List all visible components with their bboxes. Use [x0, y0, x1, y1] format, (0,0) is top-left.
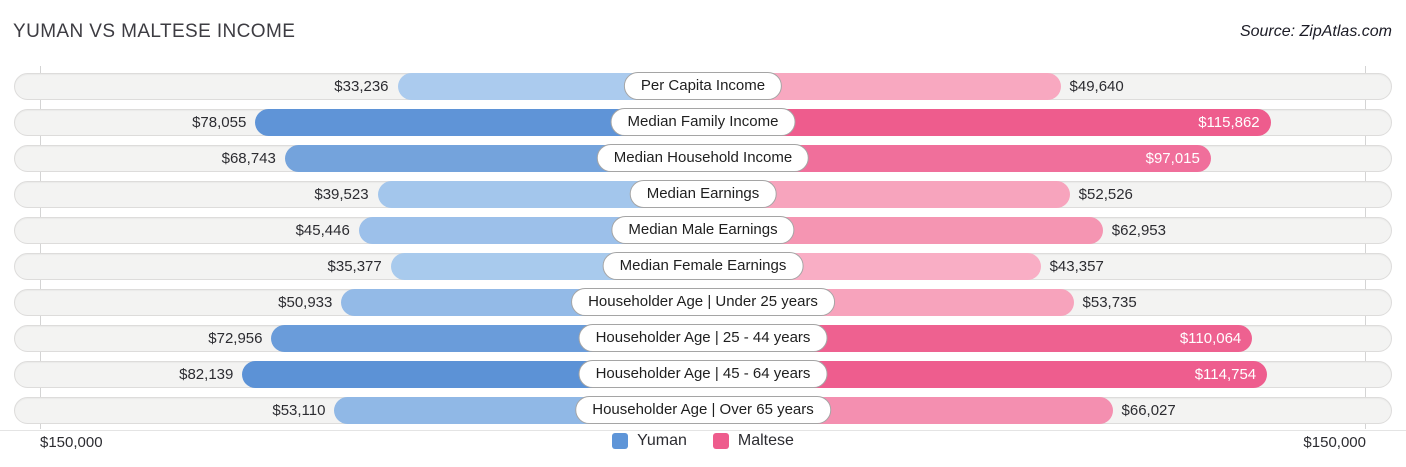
yuman-value-label: $72,956 — [208, 330, 263, 347]
category-label: Householder Age | Over 65 years — [575, 396, 831, 424]
category-label: Median Family Income — [610, 108, 796, 136]
maltese-bar[interactable] — [703, 109, 1271, 136]
maltese-value-label: $97,015 — [1145, 150, 1200, 167]
maltese-value-label: $115,862 — [1198, 114, 1260, 131]
source-credit: Source: ZipAtlas.com — [1239, 23, 1392, 40]
chart-row: $35,377 $43,357 Median Female Earnings — [14, 252, 1392, 280]
yuman-value-label: $68,743 — [221, 150, 276, 167]
right-axis-gridline — [1365, 66, 1366, 429]
yuman-value-label: $82,139 — [179, 366, 234, 383]
legend-item-maltese[interactable]: Maltese — [712, 432, 794, 450]
maltese-swatch-icon — [712, 433, 729, 449]
maltese-value-label: $49,640 — [1069, 78, 1124, 95]
category-label: Householder Age | 25 - 44 years — [578, 324, 828, 352]
axis-bottom-line — [0, 430, 1406, 431]
chart-row: $50,933 $53,735 Householder Age | Under 25… — [14, 288, 1392, 316]
chart-row: $45,446 $62,953 Median Male Earnings — [14, 216, 1392, 244]
legend: Yuman Maltese — [0, 432, 1406, 450]
yuman-value-label: $35,377 — [327, 258, 382, 275]
chart-row: $72,956 $110,064 Householder Age | 25 - 44… — [14, 324, 1392, 352]
yuman-value-label: $50,933 — [278, 294, 333, 311]
legend-label-yuman: Yuman — [637, 432, 687, 449]
chart-row: $78,055 $115,862 Median Family Income — [14, 108, 1392, 136]
yuman-value-label: $53,110 — [272, 402, 326, 419]
yuman-value-label: $78,055 — [192, 114, 247, 131]
category-label: Median Male Earnings — [611, 216, 795, 244]
maltese-value-label: $66,027 — [1121, 402, 1176, 419]
category-label: Householder Age | 45 - 64 years — [578, 360, 828, 388]
chart-row: $82,139 $114,754 Householder Age | 45 - 64… — [14, 360, 1392, 388]
yuman-value-label: $33,236 — [334, 78, 389, 95]
maltese-value-label: $52,526 — [1078, 186, 1133, 203]
yuman-value-label: $45,446 — [295, 222, 350, 239]
maltese-value-label: $114,754 — [1194, 366, 1257, 383]
category-label: Householder Age | Under 25 years — [571, 288, 835, 316]
legend-item-yuman[interactable]: Yuman — [612, 432, 687, 450]
page-title: YUMAN VS MALTESE INCOME — [13, 21, 296, 42]
maltese-value-label: $62,953 — [1111, 222, 1166, 239]
category-label: Median Household Income — [596, 144, 810, 172]
left-axis-max-label: $150,000 — [40, 434, 103, 451]
maltese-value-label: $53,735 — [1082, 294, 1137, 311]
income-comparison-chart: $33,236 $49,640 Per Capita Income $78,055 $1… — [14, 66, 1392, 431]
chart-row: $39,523 $52,526 Median Earnings — [14, 180, 1392, 208]
yuman-value-label: $39,523 — [314, 186, 369, 203]
maltese-value-label: $43,357 — [1049, 258, 1104, 275]
maltese-value-label: $110,064 — [1179, 330, 1242, 347]
left-axis-gridline — [40, 66, 41, 429]
chart-row: $53,110 $66,027 Householder Age | Over 65 … — [14, 396, 1392, 424]
category-label: Median Earnings — [629, 180, 777, 208]
chart-rows: $33,236 $49,640 Per Capita Income $78,055 $1… — [14, 66, 1392, 424]
chart-row: $68,743 $97,015 Median Household Income — [14, 144, 1392, 172]
right-axis-max-label: $150,000 — [1303, 434, 1366, 451]
legend-label-maltese: Maltese — [737, 432, 794, 449]
yuman-swatch-icon — [612, 433, 629, 449]
category-label: Median Female Earnings — [602, 252, 804, 280]
chart-row: $33,236 $49,640 Per Capita Income — [14, 72, 1392, 100]
category-label: Per Capita Income — [623, 72, 783, 100]
